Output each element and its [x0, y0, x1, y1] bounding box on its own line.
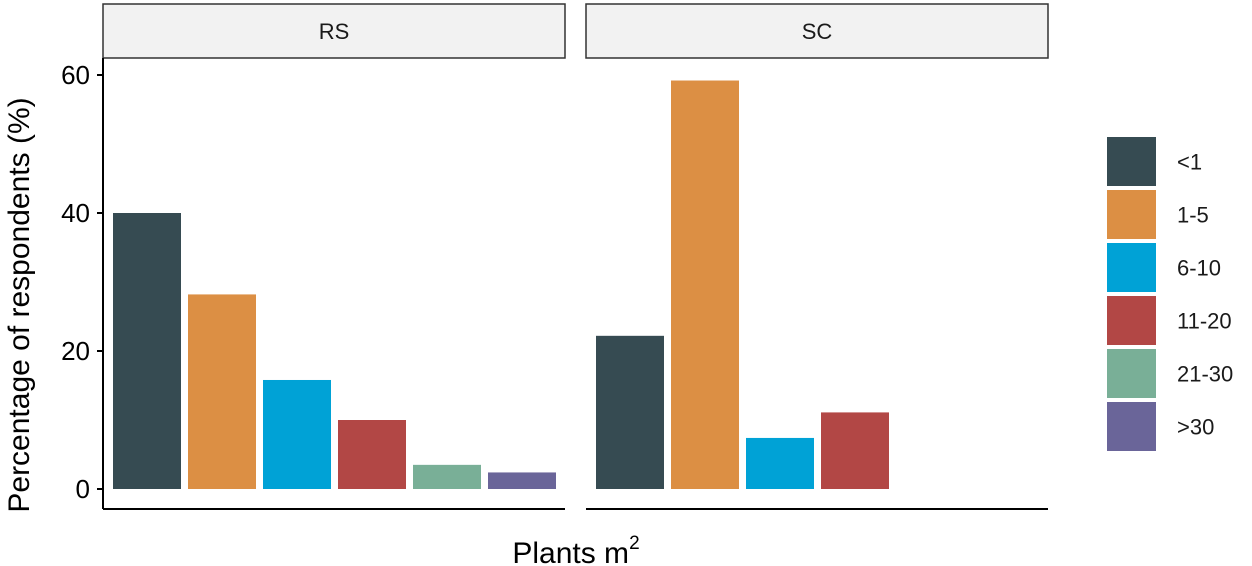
legend-key-2: [1107, 243, 1156, 292]
bar-sc-0: [596, 335, 664, 489]
legend: <1 1-5 6-10 11-20 21-30 >30: [1107, 137, 1233, 451]
legend-label-4: 21-30: [1177, 362, 1233, 387]
y-tick-label: 0: [76, 474, 90, 504]
bar-rs-2: [263, 379, 331, 489]
x-axis-title-superscript: 2: [629, 533, 640, 554]
y-ticks: 0 20 40 60: [61, 60, 103, 504]
bar-rs-3: [338, 420, 406, 489]
bar-sc-1: [671, 80, 739, 490]
legend-key-4: [1107, 349, 1156, 398]
legend-label-1: 1-5: [1177, 203, 1209, 228]
bar-sc-3: [821, 412, 889, 489]
facet-strip-rs: RS: [102, 3, 566, 59]
facet-strip-sc: SC: [585, 3, 1049, 59]
bar-rs-1: [188, 294, 256, 489]
y-axis-title: Percentage of respondents (%): [3, 97, 36, 512]
bar-rs-5: [488, 472, 556, 489]
facet-label-rs: RS: [319, 19, 350, 44]
legend-label-0: <1: [1177, 150, 1202, 175]
bar-rs-4: [413, 464, 481, 489]
legend-label-3: 11-20: [1177, 309, 1232, 334]
bar-sc-2: [746, 437, 814, 489]
bar-rs-0: [113, 213, 181, 489]
y-tick-label: 40: [61, 198, 90, 228]
legend-key-3: [1107, 296, 1156, 345]
x-axis-title-text: Plants m: [512, 537, 629, 566]
x-axis-title: Plants m2: [512, 533, 639, 566]
legend-label-5: >30: [1177, 415, 1214, 440]
legend-key-0: [1107, 137, 1156, 186]
y-tick-label: 60: [61, 60, 90, 90]
bars-sc: [596, 80, 889, 490]
facet-label-sc: SC: [802, 19, 833, 44]
legend-label-2: 6-10: [1177, 256, 1221, 281]
legend-key-5: [1107, 402, 1156, 451]
bars-rs: [113, 213, 556, 489]
legend-key-1: [1107, 190, 1156, 239]
y-tick-label: 20: [61, 336, 90, 366]
